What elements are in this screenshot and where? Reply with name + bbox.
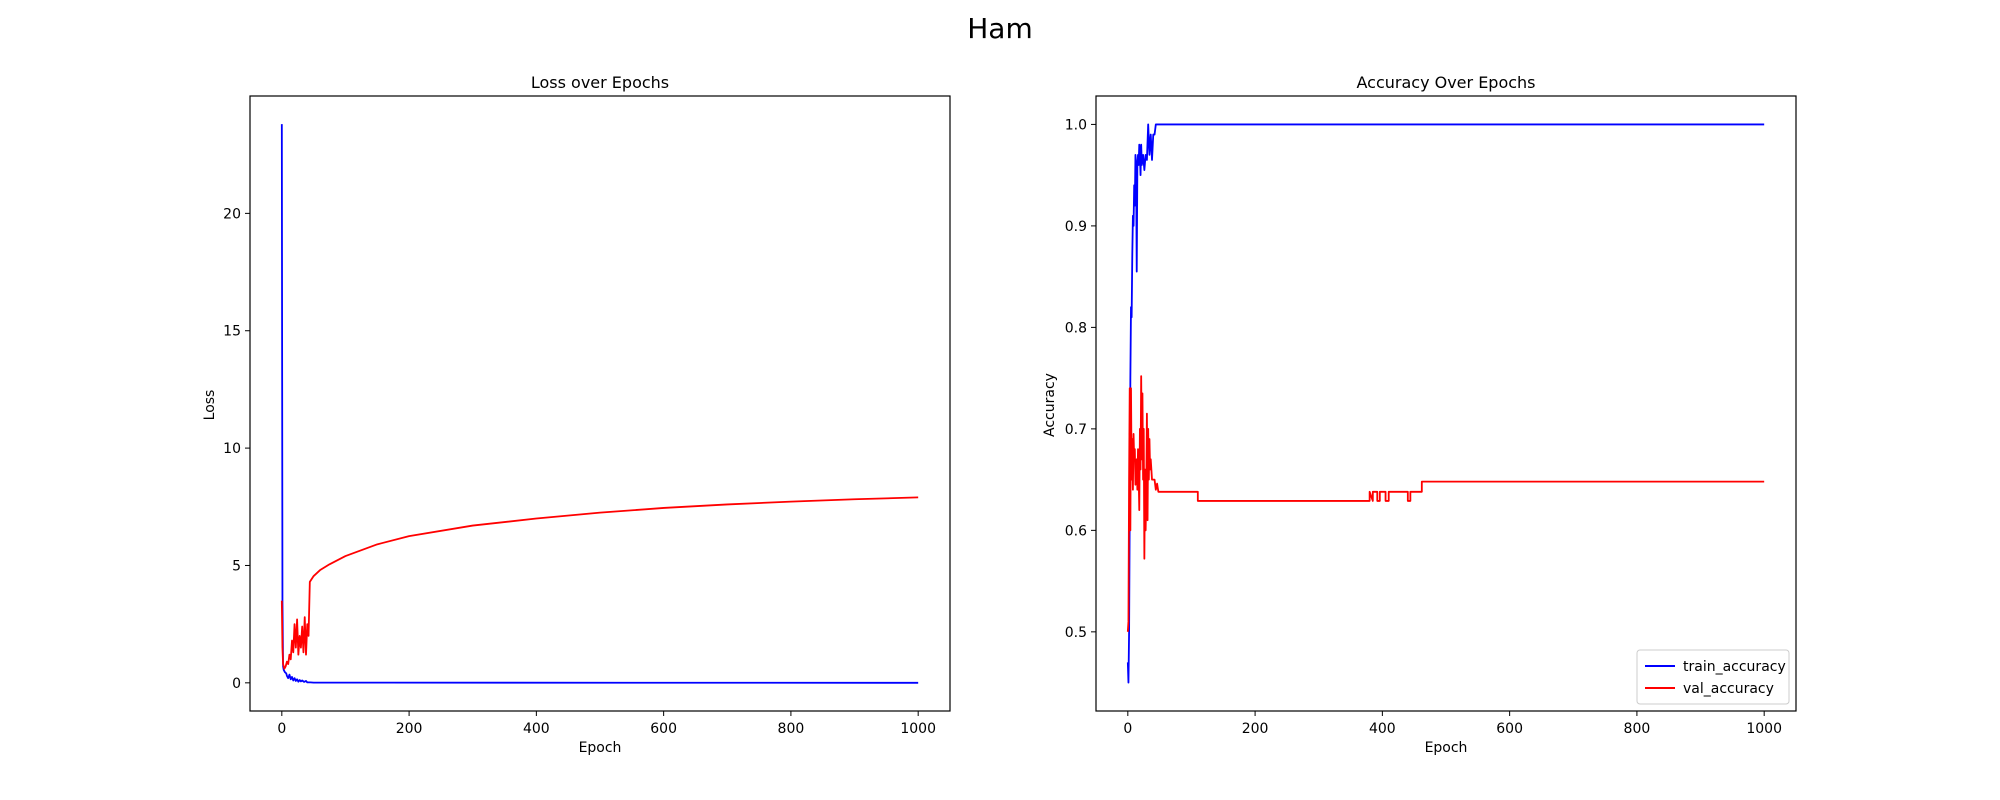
accuracy-y-tick-label: 0.9	[1065, 219, 1087, 235]
accuracy-y-tick-label: 0.8	[1065, 320, 1087, 336]
accuracy-train-accuracy-line	[1126, 123, 1765, 684]
loss-y-tick-label: 10	[223, 441, 241, 457]
accuracy-val-accuracy-line	[1126, 375, 1765, 632]
loss-x-axis-label: Epoch	[579, 740, 622, 756]
accuracy-y-tick-label: 0.6	[1065, 523, 1087, 539]
loss-chart: Loss over Epochs Epoch Loss 0 200 400 600 80…	[202, 73, 951, 756]
loss-y-tick-label: 15	[223, 324, 241, 340]
accuracy-plot-frame	[1095, 95, 1797, 712]
loss-y-axis-label: Loss	[202, 390, 218, 421]
accuracy-x-tick-label: 800	[1624, 721, 1651, 737]
loss-lines	[280, 124, 919, 684]
accuracy-x-tick-label: 200	[1242, 721, 1269, 737]
loss-series-1-line	[280, 124, 919, 684]
accuracy-chart-title: Accuracy Over Epochs	[1356, 73, 1535, 92]
loss-ticks: 0 200 400 600 800 1000 0 5 10 15 20	[223, 206, 936, 737]
accuracy-chart: Accuracy Over Epochs Epoch Accuracy 0 200…	[1042, 73, 1797, 756]
accuracy-x-tick-label: 1000	[1746, 721, 1782, 737]
accuracy-legend: train_accuracy val_accuracy	[1636, 649, 1790, 705]
loss-x-tick-label: 400	[523, 721, 550, 737]
accuracy-ticks: 0 200 400 600 800 1000 0.5 0.6 0.7 0.8 0.9 1.0	[1065, 117, 1782, 737]
loss-y-tick-label: 20	[223, 206, 241, 222]
loss-x-tick-label: 600	[650, 721, 677, 737]
accuracy-x-tick-label: 400	[1369, 721, 1396, 737]
accuracy-legend-box	[1636, 649, 1790, 705]
accuracy-x-tick-label: 600	[1496, 721, 1523, 737]
loss-chart-title: Loss over Epochs	[531, 73, 669, 92]
accuracy-legend-label: train_accuracy	[1683, 659, 1786, 675]
accuracy-y-tick-label: 0.5	[1065, 625, 1087, 641]
loss-x-tick-label: 1000	[900, 721, 936, 737]
accuracy-lines	[1126, 123, 1765, 684]
accuracy-x-axis-label: Epoch	[1425, 740, 1468, 756]
loss-y-tick-label: 5	[232, 558, 241, 574]
accuracy-y-tick-label: 0.7	[1065, 422, 1087, 438]
accuracy-y-tick-label: 1.0	[1065, 117, 1087, 133]
loss-x-tick-label: 200	[396, 721, 423, 737]
loss-series-2-line	[280, 496, 919, 670]
loss-x-tick-label: 0	[277, 721, 286, 737]
accuracy-y-axis-label: Accuracy	[1042, 373, 1058, 437]
figure-title: Ham	[967, 12, 1033, 45]
loss-plot-frame	[249, 95, 951, 712]
accuracy-legend-label: val_accuracy	[1683, 681, 1774, 697]
loss-x-tick-label: 800	[778, 721, 805, 737]
loss-y-tick-label: 0	[232, 676, 241, 692]
accuracy-x-tick-label: 0	[1123, 721, 1132, 737]
